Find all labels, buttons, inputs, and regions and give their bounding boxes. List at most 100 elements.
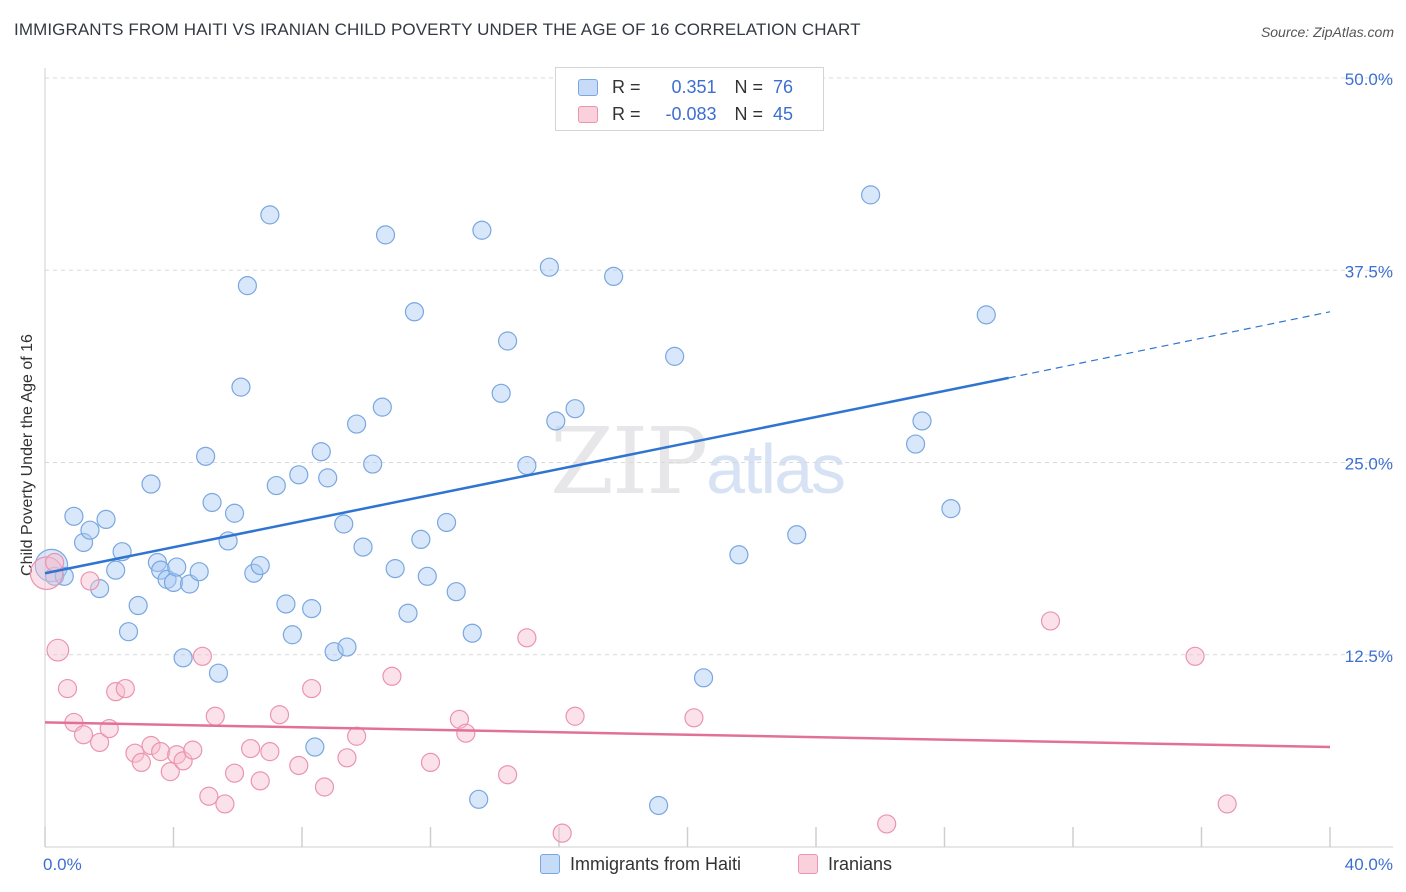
haiti-point bbox=[648, 795, 669, 816]
iranian-point bbox=[456, 723, 476, 743]
haiti-point bbox=[462, 623, 482, 643]
iranian-point bbox=[99, 718, 119, 739]
haiti-point bbox=[861, 185, 881, 205]
haiti-point bbox=[237, 276, 257, 296]
haiti-point bbox=[539, 257, 559, 277]
haiti-point bbox=[353, 537, 373, 557]
haiti-point bbox=[498, 331, 518, 351]
legend-swatch-iranians bbox=[578, 105, 598, 123]
haiti-point bbox=[80, 520, 100, 540]
iranian-point bbox=[269, 705, 290, 725]
haiti-point bbox=[90, 579, 110, 599]
haiti-point bbox=[324, 642, 344, 662]
bottom-legend-iranians: Iranians bbox=[798, 852, 892, 876]
haiti-point bbox=[173, 648, 193, 668]
iranian-point bbox=[57, 678, 78, 699]
legend-n-value-iranians: 45 bbox=[773, 103, 794, 124]
haiti-point bbox=[347, 414, 367, 434]
watermark-atlas: atlas bbox=[706, 430, 846, 508]
iranian-point bbox=[498, 765, 518, 785]
haiti-point bbox=[208, 663, 229, 683]
haiti-point bbox=[73, 532, 94, 553]
haiti-point bbox=[167, 557, 187, 577]
iranian-point bbox=[382, 666, 402, 686]
haiti-point bbox=[693, 668, 714, 688]
haiti-point bbox=[231, 377, 251, 397]
bottom-legend-label-iranians: Iranians bbox=[828, 853, 893, 874]
haiti-point bbox=[202, 492, 222, 513]
iranian-point bbox=[46, 638, 70, 662]
haiti-point bbox=[250, 555, 270, 576]
iranian-point bbox=[1040, 611, 1061, 631]
haiti-point bbox=[163, 572, 184, 593]
haiti-point bbox=[472, 220, 492, 240]
y-tick-label: 12.5% bbox=[1345, 647, 1393, 666]
haiti-point bbox=[912, 411, 932, 431]
haiti-point bbox=[517, 455, 537, 476]
iranian-point bbox=[1185, 646, 1205, 666]
y-tick-label: 25.0% bbox=[1345, 455, 1393, 474]
legend-r-value-iranians: -0.083 bbox=[665, 103, 717, 124]
haiti-point bbox=[337, 637, 357, 657]
iranian-point bbox=[420, 752, 441, 773]
iranian-point bbox=[173, 751, 193, 771]
iranian-point bbox=[183, 740, 203, 760]
haiti-point bbox=[128, 595, 148, 616]
iranian-point bbox=[115, 678, 135, 699]
haiti-point bbox=[141, 474, 161, 494]
haiti-point bbox=[54, 566, 74, 586]
iranian-point bbox=[337, 748, 357, 768]
iranian-point bbox=[250, 771, 270, 791]
watermark: ZIPatlas bbox=[550, 408, 846, 515]
iranian-point bbox=[160, 762, 180, 782]
iranian-point bbox=[260, 742, 280, 762]
legend-r-value-haiti: 0.351 bbox=[671, 76, 717, 97]
haiti-point bbox=[96, 509, 116, 530]
haiti-point bbox=[404, 302, 425, 322]
iranian-point bbox=[224, 763, 245, 783]
iranian-point bbox=[517, 628, 537, 648]
legend-n-label: N = bbox=[734, 103, 764, 124]
iranian-point bbox=[684, 708, 704, 728]
haiti-trend-line bbox=[44, 376, 1009, 575]
legend-swatch-haiti bbox=[578, 78, 598, 96]
haiti-point bbox=[302, 599, 322, 619]
haiti-point bbox=[266, 475, 286, 496]
haiti-point bbox=[276, 594, 296, 614]
legend-r-label: R = bbox=[612, 103, 641, 124]
haiti-point bbox=[260, 205, 280, 225]
iranian-point bbox=[131, 752, 151, 773]
iranian-point bbox=[347, 726, 367, 746]
haiti-point bbox=[305, 737, 325, 757]
legend-n-label: N = bbox=[734, 76, 764, 97]
iranian-point bbox=[151, 742, 171, 762]
x-tick-label: 0.0% bbox=[43, 855, 82, 874]
haiti-point bbox=[118, 622, 139, 642]
haiti-point bbox=[189, 562, 209, 582]
bottom-legend-haiti: Immigrants from Haiti bbox=[540, 852, 741, 876]
iranian-point bbox=[215, 794, 235, 814]
haiti-point bbox=[604, 266, 624, 287]
iranian-point bbox=[552, 823, 572, 843]
haiti-point bbox=[565, 399, 585, 419]
chart-title: IMMIGRANTS FROM HAITI VS IRANIAN CHILD P… bbox=[14, 20, 861, 39]
haiti-point bbox=[941, 499, 961, 519]
iranian-point bbox=[141, 735, 161, 756]
haiti-point bbox=[64, 506, 84, 526]
haiti-point bbox=[729, 545, 749, 565]
iranian-point bbox=[199, 786, 219, 806]
haiti-point bbox=[311, 442, 331, 462]
haiti-point bbox=[491, 383, 511, 403]
legend-row-iranians: R = -0.083 N = 45 bbox=[578, 102, 793, 126]
haiti-point bbox=[446, 582, 466, 602]
haiti-point bbox=[224, 503, 245, 523]
haiti-point bbox=[469, 789, 489, 809]
legend-r-label: R = bbox=[612, 76, 641, 97]
haiti-point bbox=[411, 529, 431, 550]
haiti-point bbox=[398, 603, 418, 623]
haiti-point bbox=[318, 468, 338, 488]
iranian-point bbox=[205, 706, 225, 726]
bottom-legend-label-haiti: Immigrants from Haiti bbox=[570, 853, 742, 874]
iranian-point bbox=[302, 678, 322, 699]
haiti-point bbox=[385, 559, 405, 579]
